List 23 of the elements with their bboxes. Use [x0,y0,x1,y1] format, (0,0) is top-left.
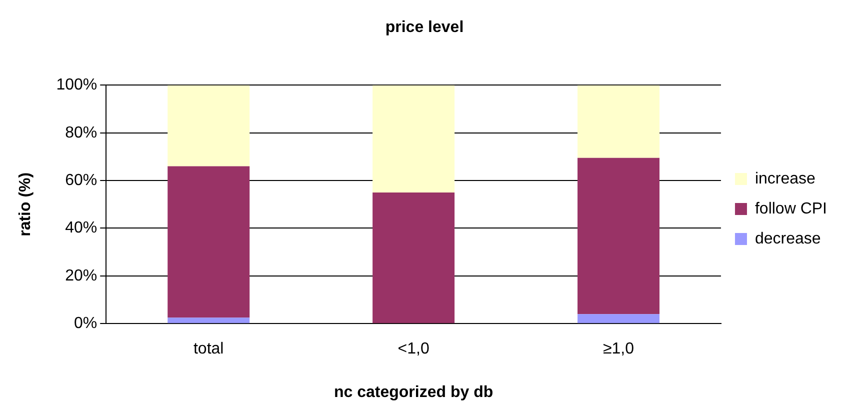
bar [372,85,455,192]
y-tick-label: 0% [74,315,98,332]
bar [168,166,250,318]
bar [168,318,250,324]
x-axis-title: nc categorized by db [334,384,494,401]
y-tick-label: 40% [65,220,98,237]
bar [578,314,660,324]
legend-label: increase [754,170,816,188]
y-tick-label: 80% [65,124,98,142]
y-tick-label: 100% [56,76,98,94]
y-axis-title: ratio (%) [17,172,34,236]
bar [372,192,455,324]
legend-label: follow CPI [754,200,828,218]
bar [578,85,660,158]
y-tick-label: 20% [65,267,98,284]
bar [168,85,250,166]
y-tick-label: 60% [65,172,98,189]
legend-label: decrease [754,230,821,248]
x-tick-label: <1,0 [398,340,430,358]
x-tick-label: total [193,340,224,358]
x-tick-label: ≥1,0 [602,340,634,358]
bar [578,158,660,314]
chart-title: price level [385,19,464,36]
